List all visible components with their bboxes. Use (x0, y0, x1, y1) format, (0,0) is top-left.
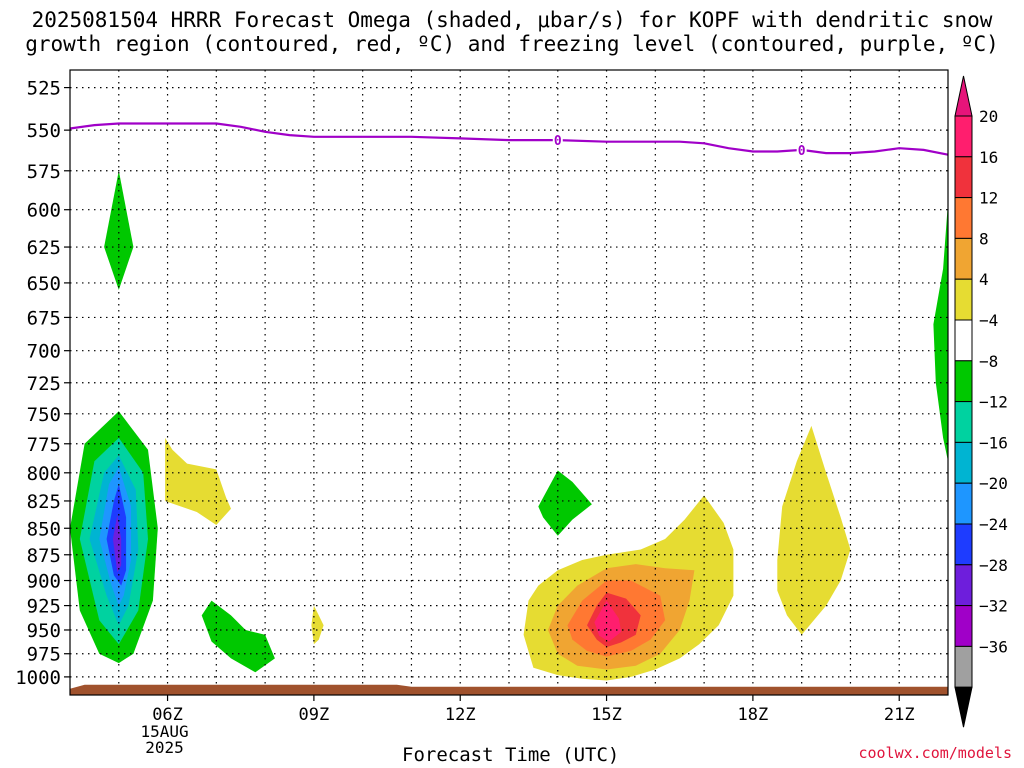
omega-region-15 (594, 600, 622, 642)
credit-link[interactable]: coolwx.com/models (858, 744, 1012, 762)
y-tick-label-825: 825 (27, 491, 61, 513)
colorbar-label-13: −36 (979, 637, 1008, 656)
x-date-label-0: 15AUG (140, 722, 188, 741)
x-tick-label-15Z: 15Z (591, 705, 622, 725)
omega-region-9 (311, 605, 324, 645)
freezing-label-bg-0 (552, 133, 563, 147)
colorbar-label-12: −32 (979, 597, 1008, 616)
freezing-level-label-0: 0 (554, 134, 562, 149)
colorbar-label-2: 12 (979, 189, 998, 208)
y-tick-label-875: 875 (27, 545, 61, 567)
y-tick-label-1000: 1000 (15, 667, 61, 689)
x-tick-label-06Z: 06Z (152, 705, 183, 725)
freezing-level-contour: 00 (69, 122, 949, 159)
x-tick-label-21Z: 21Z (884, 705, 915, 725)
x-tick-label-12Z: 12Z (445, 705, 476, 725)
omega-region-0 (104, 170, 134, 290)
y-tick-label-950: 950 (27, 620, 61, 642)
colorbar-arrow-bottom (954, 686, 973, 728)
chart-title-line1: 2025081504 HRRR Forecast Omega (shaded, … (31, 8, 993, 32)
colorbar-box-13 (954, 645, 973, 688)
x-tick-label-09Z: 09Z (299, 705, 330, 725)
colorbar: 20 16 12 8 4 −4 −8 −12 −16 −20 −24 −28 −32 −36 (954, 75, 1008, 728)
y-tick-label-600: 600 (27, 200, 61, 222)
colorbar-label-1: 16 (979, 148, 998, 167)
colorbar-box-7 (954, 401, 973, 443)
freezing-level-label-1: 0 (798, 144, 806, 159)
colorbar-box-4 (954, 278, 973, 321)
x-date-label-1: 2025 (145, 738, 184, 757)
omega-region-6 (112, 515, 122, 573)
y-axis: 525 550 575 600 625 650 675 700 725 750 775 800 825 8… (15, 78, 70, 689)
y-tick-label-650: 650 (27, 273, 61, 295)
colorbar-box-2 (954, 197, 973, 239)
colorbar-box-10 (954, 523, 973, 566)
y-tick-label-700: 700 (27, 341, 61, 363)
freezing-label-bg-1 (796, 142, 807, 156)
colorbar-box-5 (954, 319, 973, 362)
y-tick-label-925: 925 (27, 596, 61, 618)
colorbar-label-9: −20 (979, 474, 1008, 493)
x-axis-title: Forecast Time (UTC) (402, 744, 620, 766)
colorbar-label-7: −12 (979, 393, 1008, 412)
chart-title-line2: growth region (contoured, red, ºC) and f… (25, 32, 999, 56)
y-tick-label-575: 575 (27, 161, 61, 183)
omega-region-7 (165, 437, 231, 525)
colorbar-label-11: −28 (979, 556, 1008, 575)
omega-shading (70, 170, 948, 681)
omega-region-16 (777, 425, 851, 635)
y-tick-label-675: 675 (27, 307, 61, 329)
omega-region-10 (538, 470, 592, 536)
y-tick-label-775: 775 (27, 434, 61, 456)
omega-region-8 (201, 600, 275, 673)
y-tick-label-850: 850 (27, 518, 61, 540)
colorbar-box-9 (954, 482, 973, 525)
colorbar-label-0: 20 (979, 107, 998, 126)
y-tick-label-550: 550 (27, 120, 61, 142)
x-tick-label-18Z: 18Z (738, 705, 769, 725)
omega-region-17 (933, 202, 948, 462)
colorbar-box-1 (954, 156, 973, 199)
surface-terrain (70, 684, 948, 695)
colorbar-label-3: 8 (979, 229, 989, 248)
grid-lines (70, 70, 948, 695)
colorbar-label-10: −24 (979, 515, 1008, 534)
y-tick-label-525: 525 (27, 78, 61, 100)
colorbar-box-3 (954, 237, 973, 280)
colorbar-box-8 (954, 441, 973, 484)
y-tick-label-625: 625 (27, 237, 61, 259)
colorbar-label-6: −8 (979, 352, 998, 371)
freezing-level-line (69, 122, 949, 156)
colorbar-box-11 (954, 564, 973, 607)
colorbar-label-4: 4 (979, 270, 989, 289)
y-tick-label-900: 900 (27, 571, 61, 593)
y-tick-label-975: 975 (27, 644, 61, 666)
y-tick-label-800: 800 (27, 463, 61, 485)
colorbar-arrow-top (954, 75, 973, 117)
y-tick-label-725: 725 (27, 373, 61, 395)
colorbar-label-8: −16 (979, 433, 1008, 452)
colorbar-box-6 (954, 360, 973, 403)
colorbar-box-0 (954, 115, 973, 158)
colorbar-box-12 (954, 605, 973, 647)
y-tick-label-750: 750 (27, 404, 61, 426)
colorbar-label-5: −4 (979, 311, 998, 330)
